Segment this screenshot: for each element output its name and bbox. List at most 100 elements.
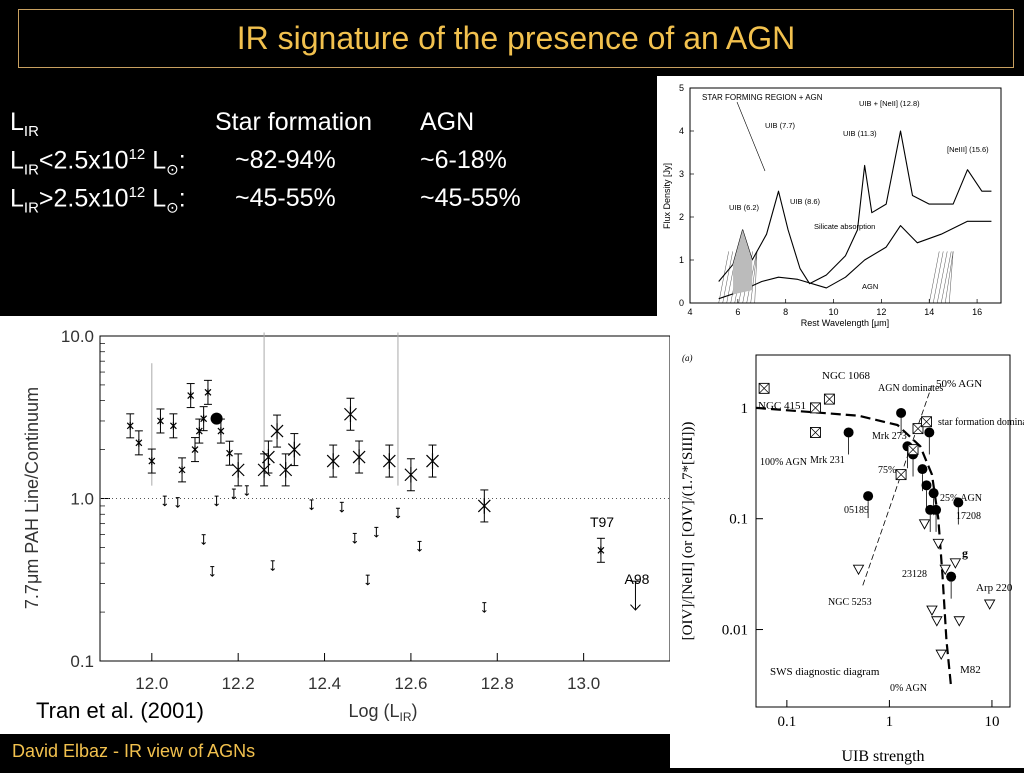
- sws-ytick-label: 0.1: [729, 512, 748, 528]
- sws-point-square-cross: [907, 444, 919, 455]
- spectrum-ytick-label: 3: [679, 169, 684, 179]
- sws-point-triangle: [932, 538, 945, 550]
- sws-point-square-cross: [824, 393, 835, 405]
- spectrum-hatched-regions: [718, 251, 954, 304]
- pah-point: [382, 453, 396, 469]
- spectrum-shaded-peak: [733, 229, 753, 295]
- sws-chart: (a) 0.1 1 10 0.01 0.1 1 NGC 1068 NGC 4151 AGN d…: [680, 353, 1024, 765]
- sws-annotation: g: [962, 546, 968, 560]
- footer-text: David Elbaz - IR view of AGNs: [12, 741, 256, 761]
- pah-upper-limit-arrow: [231, 496, 237, 500]
- pah-xtick-label: 12.8: [481, 674, 514, 693]
- sws-point-square-cross: [895, 469, 907, 480]
- spectrum-xtick-label: 6: [735, 307, 740, 317]
- spectrum-annotation: AGN: [862, 282, 878, 291]
- pah-chart: 12.0 12.2 12.4 12.6 12.8 13.0 0.1 1.0 10.0 T97 A…: [22, 327, 671, 724]
- spectrum-legend-text: STAR FORMING REGION + AGN: [702, 93, 823, 102]
- pah-point: [169, 421, 177, 430]
- spectrum-panel: 4 6 8 10 12 14 16 0 1 2 3 4 5 STAR FORMING REGION + …: [657, 76, 1024, 335]
- sws-annotation: NGC 5253: [828, 597, 872, 608]
- pah-upper-limit-arrow: [214, 503, 219, 507]
- sws-point-filled: [843, 427, 854, 438]
- pah-point: [187, 391, 195, 400]
- sws-main-curve: [755, 406, 953, 688]
- sws-marks: [758, 382, 996, 661]
- pah-point: [148, 457, 156, 465]
- sws-point-triangle: [939, 564, 951, 576]
- pah-point: [135, 438, 143, 447]
- sws-point-square-cross: [758, 383, 770, 394]
- sws-annotation: AGN dominates: [878, 383, 943, 394]
- sws-frame: [755, 354, 1011, 708]
- sws-point-square-cross: [810, 427, 821, 438]
- sws-point-triangle: [852, 564, 865, 576]
- pah-upper-limit-arrow: [630, 604, 641, 611]
- pah-axes: 12.0 12.2 12.4 12.6 12.8 13.0 0.1 1.0 10.0: [61, 327, 670, 693]
- pah-point: [261, 449, 275, 465]
- sws-annotation: 0% AGN: [890, 683, 927, 694]
- spectrum-ytick-label: 2: [679, 212, 684, 222]
- sws-point-filled: [917, 464, 928, 475]
- sws-panel: (a) 0.1 1 10 0.01 0.1 1 NGC 1068 NGC 4151 AGN d…: [670, 335, 1024, 768]
- spectrum-hatch-line: [750, 251, 758, 304]
- sws-annotation: 50% AGN: [936, 378, 982, 390]
- sws-xlabel: UIB strength: [841, 748, 924, 765]
- sws-point-square-cross: [921, 416, 932, 427]
- spectrum-ylabel: Flux Density [Jy]: [662, 163, 672, 229]
- spectrum-hatch-line: [928, 251, 940, 304]
- spectrum-xtick-label: 10: [829, 307, 839, 317]
- spectrum-frame: [689, 87, 1002, 304]
- pah-point: [279, 462, 293, 478]
- footer: David Elbaz - IR view of AGNs: [0, 734, 670, 768]
- pah-upper-limit-arrow: [417, 548, 422, 552]
- pah-point: [195, 427, 203, 435]
- sws-point-triangle: [918, 519, 931, 530]
- sws-xtick-label: 10: [984, 714, 999, 730]
- pah-point: [426, 453, 439, 469]
- pah-upper-limit-arrow: [209, 574, 215, 577]
- pah-upper-limit-arrow: [374, 534, 379, 538]
- sws-annotation: 17208: [956, 511, 981, 522]
- sws-point-triangle: [926, 605, 938, 616]
- spectrum-annotation: UIB (7.7): [765, 121, 796, 130]
- sws-annotation: 100% AGN: [760, 457, 807, 468]
- sws-annotation: M82: [960, 664, 981, 676]
- spectrum-annotation: [NeIII] (15.6): [947, 145, 989, 154]
- sws-xtick-label: 1: [886, 714, 894, 730]
- spectrum-xtick-label: 4: [687, 307, 692, 317]
- spectrum-ytick-label: 1: [679, 255, 684, 265]
- pah-ylabel: 7.7μm PAH Line/Continuum: [22, 387, 42, 609]
- stats-row-low-agn: ~6-18%: [420, 146, 507, 174]
- sws-annotation: Mrk 273: [872, 431, 907, 442]
- pah-caption: Tran et al. (2001): [36, 698, 204, 723]
- sws-curves: [755, 385, 953, 688]
- slide-title: IR signature of the presence of an AGN: [236, 20, 796, 56]
- sws-mix-line: [862, 385, 933, 586]
- pah-upper-limit-arrow: [395, 515, 401, 519]
- pah-point: [287, 441, 301, 458]
- spectrum-series-line-1: [718, 220, 992, 300]
- sws-annotation: 05189: [844, 505, 869, 516]
- pah-point: [178, 465, 186, 474]
- pah-xtick-label: 12.6: [394, 674, 427, 693]
- spectrum-xtick-label: 16: [972, 307, 982, 317]
- pah-point: [126, 421, 134, 430]
- spectrum-xlabel: Rest Wavelength [μm]: [801, 318, 889, 328]
- sws-xtick-label: 0.1: [777, 714, 796, 730]
- sws-ytick-label: 0.01: [722, 623, 748, 639]
- pah-point: [231, 462, 245, 478]
- stats-header-lir: LIR: [10, 108, 39, 140]
- pah-marks: [126, 379, 641, 613]
- pah-point: [477, 498, 491, 514]
- pah-ytick-label: 10.0: [61, 327, 94, 346]
- sws-annotation: 25% AGN: [940, 493, 982, 504]
- spectrum-hatch-line: [944, 251, 954, 304]
- pah-ytick-label: 1.0: [70, 490, 94, 509]
- sws-point-triangle: [949, 558, 962, 569]
- pah-point-filled: [210, 412, 223, 425]
- pah-upper-limit-arrow: [309, 507, 314, 511]
- pah-point: [326, 453, 340, 469]
